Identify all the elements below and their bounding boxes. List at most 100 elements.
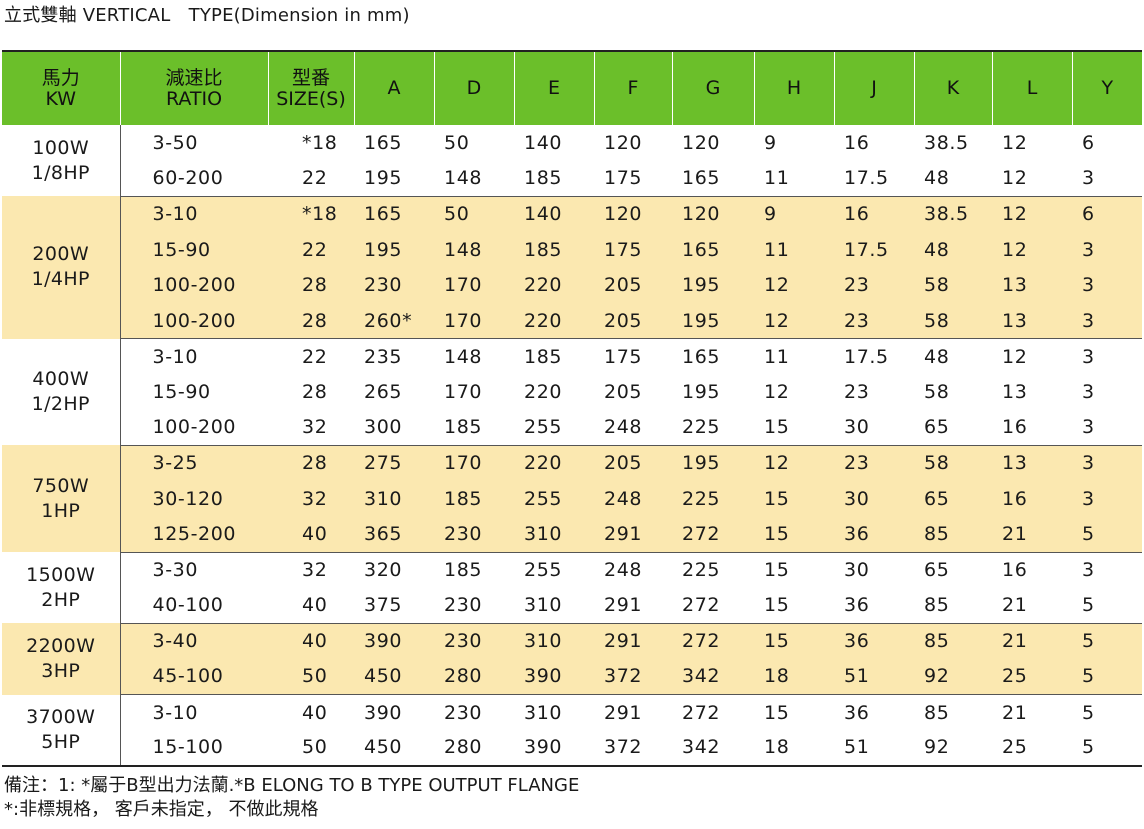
dimension-cell-k: 85 <box>914 516 992 553</box>
dimension-cell-h: 9 <box>754 196 834 232</box>
table-row: 400W 1/2HP 3-10 22 235 148 185 175 165 11 17.5 48 12… <box>2 338 1142 446</box>
column-header-ratio: 減速比 RATIO <box>120 51 269 125</box>
ratio-cell: 30-120 <box>120 480 268 517</box>
dimension-cell-e: 390 <box>514 730 594 767</box>
dimension-cell-e: 310 <box>514 516 594 553</box>
dimension-cell-y: 3 <box>1072 160 1142 197</box>
dimension-cell-e: 255 <box>514 480 594 517</box>
size-cell: 22 <box>268 338 354 375</box>
dimension-cell-l: 21 <box>992 694 1072 731</box>
dimension-cell-a: 275 <box>354 445 434 481</box>
dimension-cell-j: 23 <box>834 374 914 410</box>
column-header-y: Y <box>1072 51 1142 125</box>
dimension-cell-f: 205 <box>594 374 672 410</box>
ratio-cell: 3-10 <box>120 196 268 232</box>
dimension-cell-j: 23 <box>834 267 914 303</box>
column-header-h: H <box>754 51 835 125</box>
dimension-cell-d: 50 <box>434 125 514 161</box>
dimension-cell-f: 291 <box>594 516 672 553</box>
dimension-cell-g: 195 <box>672 267 754 303</box>
dimension-cell-y: 6 <box>1072 125 1142 161</box>
dimension-cell-g: 272 <box>672 623 754 659</box>
dimension-cell-y: 5 <box>1072 516 1142 553</box>
table-row: 15-100 50 450 280 390 372 342 18 51 92 25 5 <box>2 730 1142 767</box>
dimension-cell-f: 205 <box>594 267 672 303</box>
dimension-cell-j: 36 <box>834 623 914 659</box>
size-cell: 28 <box>268 267 354 303</box>
dimension-cell-f: 175 <box>594 231 672 268</box>
dimension-cell-d: 185 <box>434 409 514 446</box>
dimension-cell-h: 11 <box>754 231 834 268</box>
dimension-table: 馬力 KW 減速比 RATIO 型番 SIZE(S) A D E F G H J K L Y 100W 1/8H… <box>2 50 1142 767</box>
power-label: 5HP <box>41 730 81 753</box>
dimension-cell-j: 23 <box>834 445 914 481</box>
dimension-cell-k: 65 <box>914 480 992 517</box>
dimension-cell-e: 390 <box>514 658 594 695</box>
column-header-line: G <box>705 77 721 99</box>
dimension-cell-d: 148 <box>434 160 514 197</box>
dimension-cell-l: 16 <box>992 480 1072 517</box>
table-row: 15-90 28 265 170 220 205 195 12 23 58 13 3 <box>2 374 1142 410</box>
dimension-cell-d: 280 <box>434 658 514 695</box>
power-label: 3700W <box>26 705 96 728</box>
dimension-cell-d: 170 <box>434 302 514 340</box>
dimension-cell-e: 185 <box>514 338 594 375</box>
dimension-cell-g: 225 <box>672 480 754 517</box>
size-cell: 40 <box>268 587 354 624</box>
dimension-cell-k: 58 <box>914 445 992 481</box>
dimension-cell-y: 3 <box>1072 302 1142 340</box>
dimension-cell-j: 17.5 <box>834 338 914 375</box>
ratio-cell: 3-40 <box>120 623 268 659</box>
column-header-line: L <box>1026 77 1038 99</box>
dimension-cell-a: 365 <box>354 516 434 553</box>
size-cell: 40 <box>268 516 354 553</box>
dimension-cell-h: 15 <box>754 480 834 517</box>
dimension-cell-f: 248 <box>594 409 672 446</box>
size-cell: 32 <box>268 552 354 588</box>
table-row: 30-120 32 310 185 255 248 225 15 30 65 16 3 <box>2 480 1142 517</box>
ratio-cell: 15-100 <box>120 730 268 767</box>
ratio-cell: 40-100 <box>120 587 268 624</box>
size-cell: 32 <box>268 480 354 517</box>
dimension-cell-k: 58 <box>914 374 992 410</box>
column-header-line: 馬力 <box>41 66 80 89</box>
power-label: 1500W <box>26 563 96 586</box>
dimension-cell-h: 15 <box>754 552 834 588</box>
power-cell: 2200W 3HP <box>2 623 121 695</box>
dimension-cell-e: 140 <box>514 196 594 232</box>
dimension-cell-d: 170 <box>434 267 514 303</box>
ratio-cell: 100-200 <box>120 302 268 340</box>
dimension-cell-h: 12 <box>754 267 834 303</box>
table-row: 100-200 32 300 185 255 248 225 15 30 65 16 3 <box>2 409 1142 446</box>
dimension-cell-j: 17.5 <box>834 160 914 197</box>
dimension-cell-y: 3 <box>1072 267 1142 303</box>
dimension-cell-g: 195 <box>672 374 754 410</box>
ratio-cell: 60-200 <box>120 160 268 197</box>
dimension-cell-a: 235 <box>354 338 434 375</box>
table-row: 750W 1HP 3-25 28 275 170 220 205 195 12 23 58 13 3 <box>2 445 1142 553</box>
dimension-cell-l: 21 <box>992 516 1072 553</box>
column-header-j: J <box>834 51 915 125</box>
dimension-cell-l: 12 <box>992 160 1072 197</box>
dimension-cell-l: 12 <box>992 338 1072 375</box>
dimension-cell-k: 65 <box>914 409 992 446</box>
dimension-cell-d: 185 <box>434 552 514 588</box>
dimension-cell-d: 148 <box>434 338 514 375</box>
dimension-cell-k: 85 <box>914 694 992 731</box>
dimension-cell-d: 280 <box>434 730 514 767</box>
dimension-cell-h: 11 <box>754 338 834 375</box>
dimension-cell-h: 18 <box>754 730 834 767</box>
dimension-cell-d: 170 <box>434 374 514 410</box>
column-header-g: G <box>672 51 755 125</box>
dimension-cell-y: 3 <box>1072 338 1142 375</box>
dimension-cell-f: 175 <box>594 160 672 197</box>
size-cell: 32 <box>268 409 354 446</box>
column-header-line: SIZE(S) <box>276 87 346 110</box>
dimension-cell-f: 120 <box>594 196 672 232</box>
dimension-cell-h: 11 <box>754 160 834 197</box>
dimension-cell-l: 12 <box>992 231 1072 268</box>
ratio-cell: 3-10 <box>120 694 268 731</box>
dimension-cell-a: 165 <box>354 125 434 161</box>
dimension-cell-j: 51 <box>834 730 914 767</box>
dimension-cell-a: 375 <box>354 587 434 624</box>
